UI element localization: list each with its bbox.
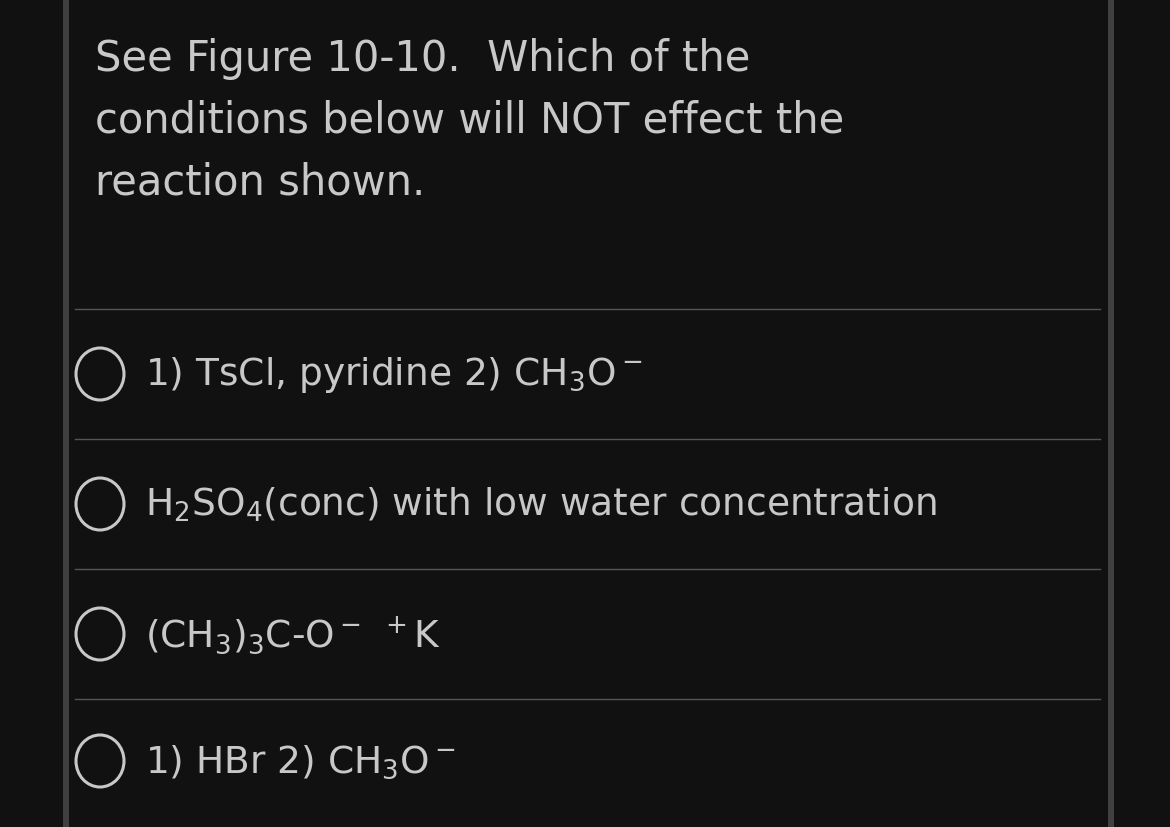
Text: 1) TsCl, pyridine 2) CH$_3$O$^-$: 1) TsCl, pyridine 2) CH$_3$O$^-$ <box>145 355 642 394</box>
Text: 1) HBr 2) CH$_3$O$^-$: 1) HBr 2) CH$_3$O$^-$ <box>145 743 456 780</box>
Bar <box>1108 0 1114 827</box>
Text: H$_2$SO$_4$(conc) with low water concentration: H$_2$SO$_4$(conc) with low water concent… <box>145 485 936 523</box>
Bar <box>63 0 69 827</box>
Text: (CH$_3$)$_3$C-O$^-$ $^+$K: (CH$_3$)$_3$C-O$^-$ $^+$K <box>145 614 441 655</box>
Text: See Figure 10-10.  Which of the
conditions below will NOT effect the
reaction sh: See Figure 10-10. Which of the condition… <box>95 38 845 203</box>
